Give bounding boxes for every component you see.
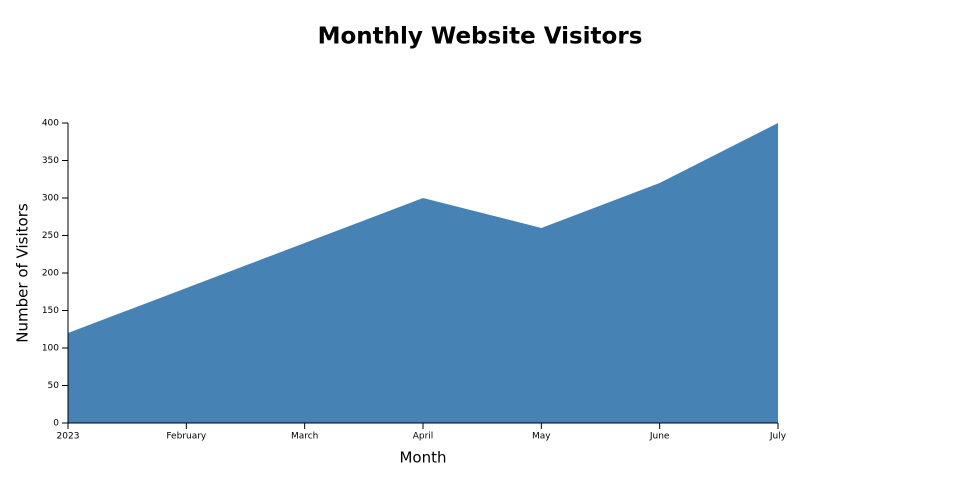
x-tick-label: June bbox=[649, 432, 670, 442]
x-tick-label: July bbox=[769, 432, 787, 442]
x-tick-label: March bbox=[291, 432, 318, 442]
y-tick-label: 50 bbox=[48, 381, 60, 391]
y-tick-label: 100 bbox=[42, 344, 59, 354]
y-tick-label: 200 bbox=[42, 269, 59, 279]
x-tick-label: May bbox=[532, 432, 551, 442]
x-tick-label: February bbox=[166, 432, 207, 442]
y-tick-label: 0 bbox=[53, 419, 59, 429]
y-tick-label: 300 bbox=[42, 194, 59, 204]
y-tick-label: 150 bbox=[42, 306, 59, 316]
x-tick-label: 2023 bbox=[57, 432, 80, 442]
y-axis-label: Number of Visitors bbox=[14, 203, 32, 343]
x-axis-label: Month bbox=[399, 449, 446, 467]
y-tick-label: 250 bbox=[42, 231, 59, 241]
chart-title: Monthly Website Visitors bbox=[318, 24, 643, 50]
area bbox=[68, 123, 778, 423]
y-tick-label: 400 bbox=[42, 119, 59, 129]
y-tick-label: 350 bbox=[42, 156, 59, 166]
x-tick-label: April bbox=[413, 432, 434, 442]
